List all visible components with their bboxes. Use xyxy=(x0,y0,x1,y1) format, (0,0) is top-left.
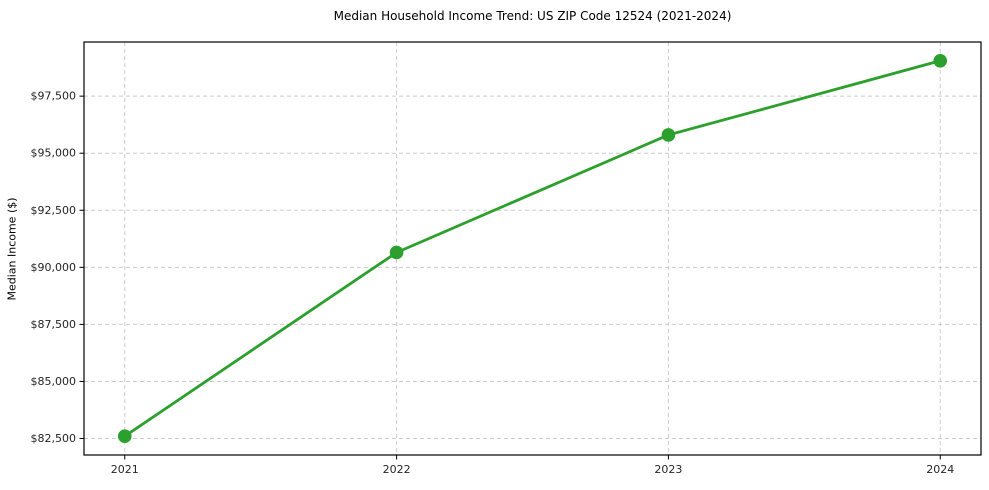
y-tick-label: $82,500 xyxy=(31,432,77,445)
y-tick-label: $85,000 xyxy=(31,375,77,388)
y-tick-label: $90,000 xyxy=(31,261,77,274)
data-point-marker xyxy=(661,128,676,142)
x-tick-label: 2021 xyxy=(111,463,139,476)
chart-title: Median Household Income Trend: US ZIP Co… xyxy=(333,9,732,23)
trend-line xyxy=(123,59,942,438)
y-tick-label: $95,000 xyxy=(31,147,77,160)
y-tick-label: $87,500 xyxy=(31,318,77,331)
x-tick-label: 2022 xyxy=(383,463,411,476)
y-tick-label: $92,500 xyxy=(31,204,77,217)
data-point-marker xyxy=(117,429,132,444)
data-point-marker xyxy=(933,53,948,68)
x-tick-label: 2023 xyxy=(654,463,682,476)
x-tick-label: 2024 xyxy=(926,463,954,476)
plot-border xyxy=(83,41,982,456)
y-tick-label: $97,500 xyxy=(31,90,77,103)
data-point-marker xyxy=(389,245,404,260)
